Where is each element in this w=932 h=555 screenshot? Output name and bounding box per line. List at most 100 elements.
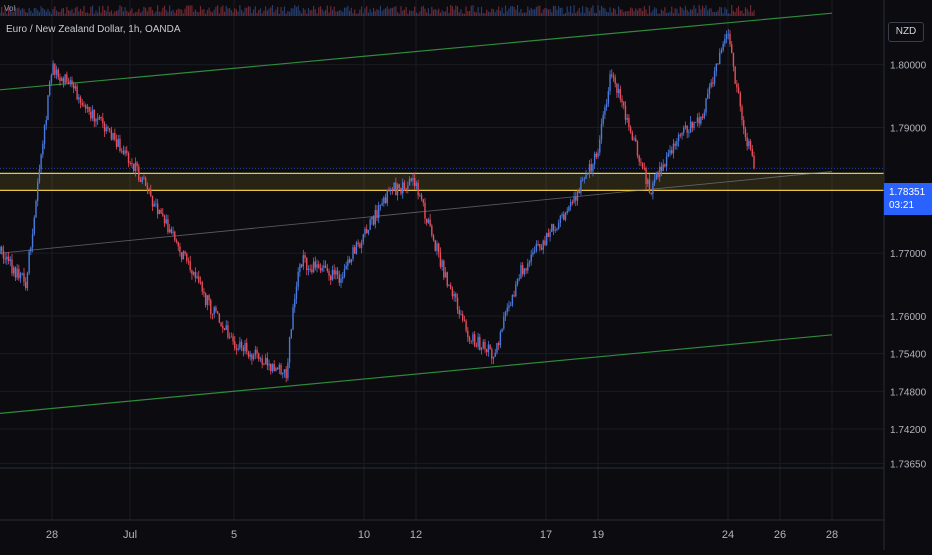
candle-body — [139, 180, 142, 182]
volume-bar — [383, 9, 385, 16]
candle-body — [427, 219, 430, 223]
volume-bar — [52, 9, 54, 16]
volume-bar — [510, 6, 512, 16]
last-price-value: 1.78351 — [889, 187, 926, 198]
volume-bar — [1, 6, 3, 17]
candle-body — [79, 97, 82, 103]
candle-body — [609, 74, 611, 92]
candle-body — [4, 258, 6, 260]
candle-body — [54, 63, 56, 75]
volume-bar — [640, 8, 642, 16]
volume-bar — [427, 8, 430, 16]
candle-body — [300, 264, 303, 267]
candle-body — [599, 139, 601, 153]
volume-bar — [578, 7, 580, 17]
volume-bar — [275, 9, 277, 16]
volume-bar — [189, 5, 191, 16]
time-tick-label: 19 — [592, 529, 604, 541]
candle-body — [604, 107, 606, 115]
volume-bar — [566, 6, 568, 16]
volume-bar — [167, 11, 169, 16]
volume-bar — [78, 11, 80, 16]
candle-body — [523, 268, 526, 275]
price-tick-label: 1.79000 — [890, 124, 927, 135]
volume-bar — [594, 12, 596, 16]
candle-body — [737, 87, 740, 94]
volume-bar — [604, 8, 606, 16]
volume-bar — [453, 9, 455, 16]
volume-bar — [285, 13, 287, 16]
candle-body — [693, 122, 695, 128]
volume-bar — [540, 13, 543, 16]
candle-body — [251, 354, 253, 360]
candle-body — [705, 98, 707, 113]
candle-body — [741, 106, 743, 121]
symbol-title[interactable]: Euro / New Zealand Dollar, 1h, OANDA — [6, 24, 181, 35]
volume-bar — [465, 6, 467, 16]
volume-bar — [235, 9, 238, 16]
candle-body — [395, 182, 397, 196]
candle-body — [378, 205, 380, 218]
volume-bar — [408, 10, 411, 16]
candle-body — [640, 161, 642, 163]
candle-body — [581, 179, 584, 181]
candle-body — [595, 153, 598, 157]
candle-body — [93, 109, 95, 122]
candle-body — [83, 104, 85, 106]
volume-bar — [575, 13, 577, 16]
time-axis[interactable]: 28 Jul 5 10 12 17 19 24 26 28 — [46, 529, 838, 541]
volume-bar — [237, 11, 239, 16]
candle-body — [55, 69, 58, 75]
candle-body — [575, 196, 577, 201]
currency-badge[interactable]: NZD — [888, 22, 924, 42]
candle-body — [359, 243, 361, 248]
candle-body — [14, 267, 17, 278]
volume-bar — [163, 5, 166, 16]
volume-bar — [249, 6, 251, 16]
candle-body — [62, 78, 65, 83]
candle-body — [568, 206, 570, 211]
candle-body — [700, 116, 702, 124]
volume-bar — [679, 6, 681, 16]
volume-bar — [354, 9, 356, 16]
candle-body — [624, 105, 627, 120]
volume-bar — [336, 11, 339, 16]
candle-body — [588, 164, 591, 174]
candle-body — [479, 336, 481, 350]
volume-bar — [609, 7, 611, 16]
candle-body — [414, 177, 416, 187]
candle-body — [225, 325, 227, 330]
candle-body — [350, 259, 352, 263]
volume-bar — [182, 13, 184, 16]
candle-body — [295, 286, 298, 299]
candle-body — [530, 254, 532, 262]
volume-bar — [719, 6, 721, 16]
candle-body — [156, 203, 159, 214]
candle-body — [686, 125, 688, 133]
volume-bar — [674, 8, 676, 16]
volume-bar — [26, 12, 29, 16]
candle-body — [360, 242, 363, 248]
candle-body — [2, 250, 5, 259]
volume-bar — [535, 7, 537, 16]
volume-bar — [179, 8, 181, 16]
candle-body — [715, 63, 717, 72]
candle-body — [710, 82, 712, 87]
price-tick-label: 1.73650 — [890, 460, 927, 471]
candle-body — [722, 43, 724, 50]
candle-body — [444, 272, 447, 278]
candle-body — [158, 209, 161, 214]
volume-bar — [362, 13, 364, 16]
candle-body — [311, 269, 313, 273]
candle-body — [187, 260, 190, 262]
volume-bar — [683, 10, 685, 16]
volume-bar — [410, 10, 412, 16]
candle-body — [453, 293, 455, 297]
candle-body — [659, 166, 661, 177]
volume-bar — [631, 8, 633, 16]
candle-body — [614, 77, 616, 84]
candle-body — [151, 195, 154, 207]
time-tick-label: 10 — [358, 529, 370, 541]
